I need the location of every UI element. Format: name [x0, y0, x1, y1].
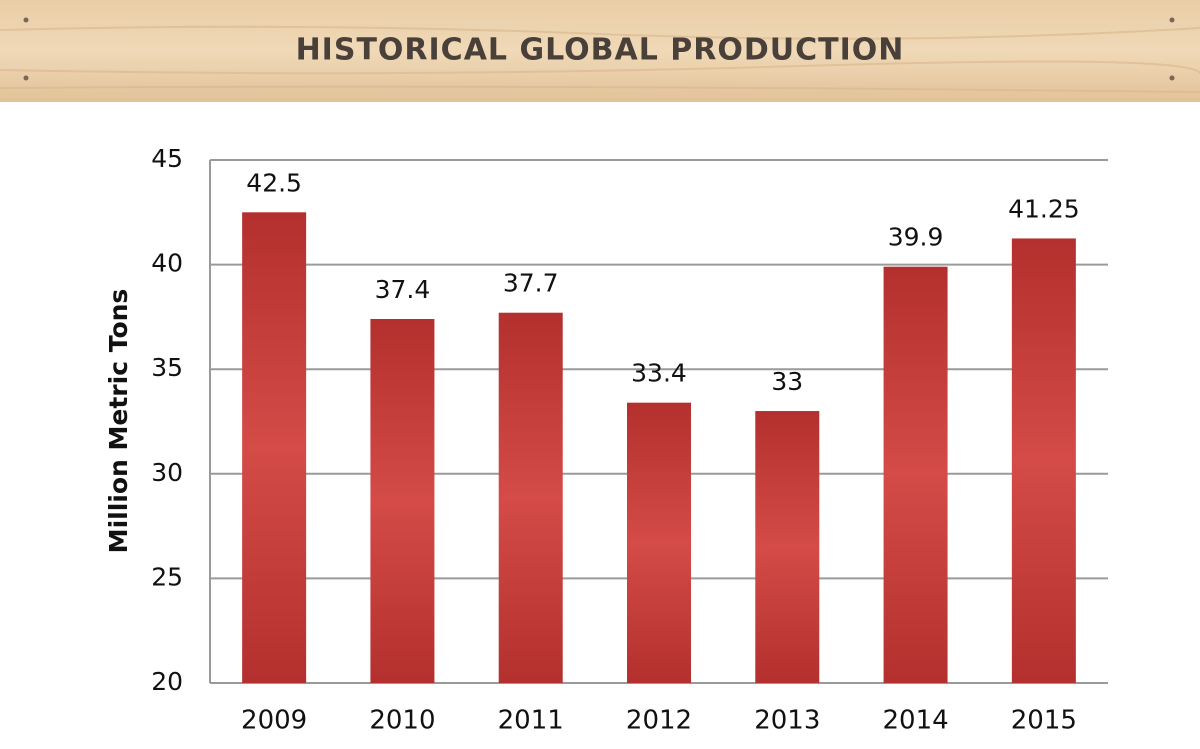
chart-title: HISTORICAL GLOBAL PRODUCTION: [296, 33, 905, 68]
nail: [23, 75, 29, 81]
value-label: 37.7: [503, 269, 559, 298]
x-tick-label: 2014: [882, 706, 948, 736]
value-label: 37.4: [375, 275, 431, 304]
bar: [883, 266, 948, 683]
bar: [498, 312, 563, 683]
x-tick-label: 2009: [241, 706, 307, 736]
x-tick-label: 2012: [626, 706, 692, 736]
x-tick-label: 2015: [1011, 706, 1077, 736]
x-tick-label: 2011: [498, 706, 564, 736]
bar: [627, 402, 691, 683]
bar: [370, 318, 435, 683]
value-label: 39.9: [888, 223, 944, 252]
header-band: HISTORICAL GLOBAL PRODUCTION: [0, 0, 1200, 102]
x-tick-label: 2010: [369, 706, 435, 736]
x-tick-label: 2013: [754, 706, 820, 736]
y-tick-label: 40: [151, 249, 183, 278]
wood-grain: [0, 25, 1200, 93]
nail: [1169, 75, 1175, 81]
value-label: 41.25: [1008, 194, 1080, 223]
y-tick-label: 25: [151, 562, 183, 591]
wood-background: [0, 0, 1200, 102]
bar: [1011, 238, 1076, 683]
y-tick-label: 45: [151, 144, 183, 173]
value-label: 33: [771, 367, 803, 396]
y-tick-label: 30: [151, 458, 183, 487]
bar: [242, 212, 307, 684]
nail: [23, 17, 29, 23]
y-axis-label: Million Metric Tons: [104, 289, 133, 554]
value-label: 42.5: [246, 168, 302, 197]
value-label: 33.4: [631, 359, 687, 388]
y-tick-label: 20: [151, 667, 183, 696]
y-tick-label: 35: [151, 353, 183, 382]
nail: [1169, 17, 1175, 23]
bar: [755, 411, 820, 683]
